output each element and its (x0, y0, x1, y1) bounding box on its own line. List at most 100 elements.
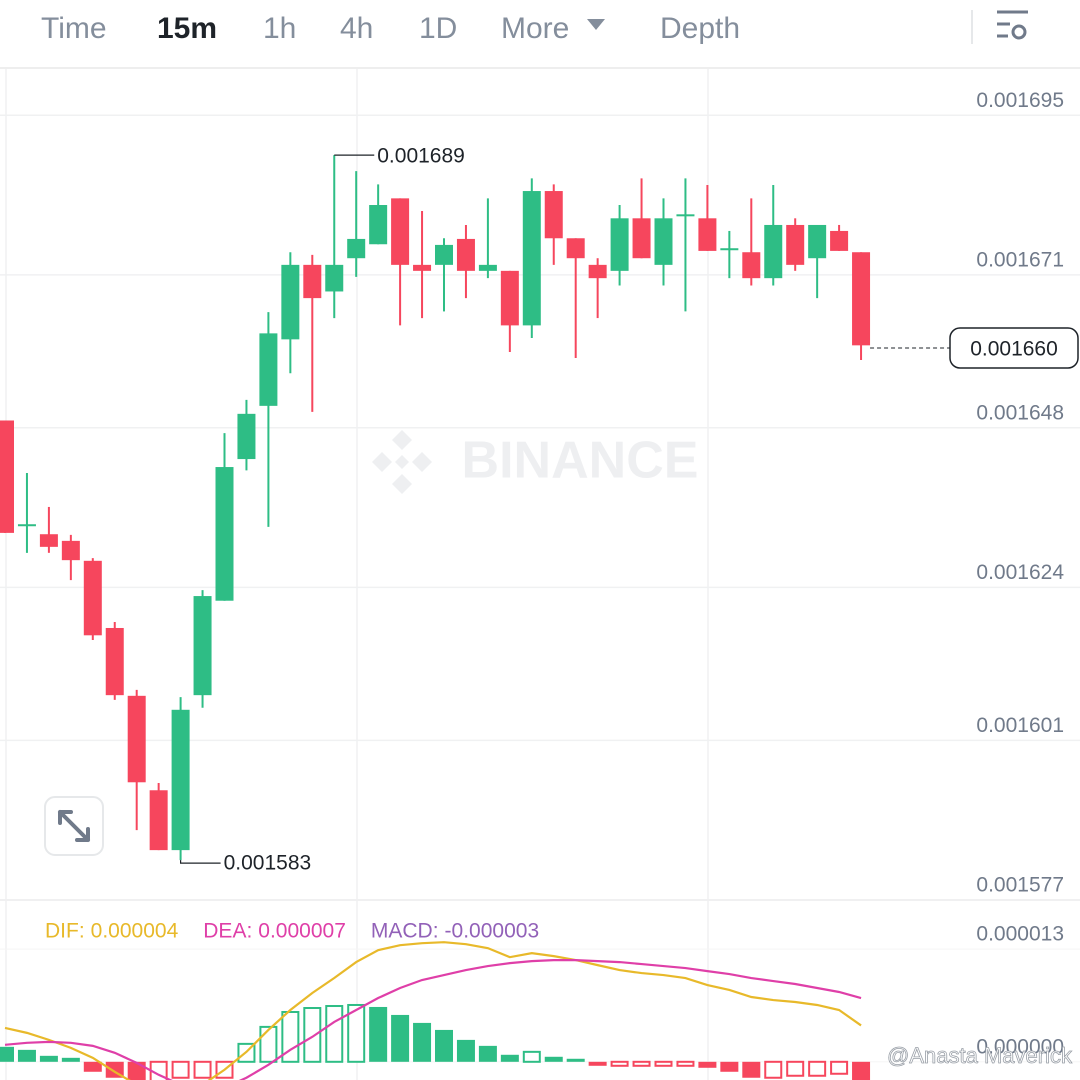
macd-bar (39, 1055, 58, 1062)
candle-body (852, 252, 871, 346)
y-tick-label: 0.001624 (976, 561, 1064, 584)
candle-body (435, 244, 453, 265)
macd-bar (435, 1029, 453, 1062)
macd-bar (61, 1057, 80, 1062)
macd-bar (17, 1049, 36, 1062)
y-tick-label: 0.001671 (976, 248, 1064, 271)
candle-body (413, 264, 432, 271)
legend-value: 0.000007 (258, 920, 346, 943)
y-tick-label: 0.000013 (976, 923, 1064, 946)
candle-body (566, 238, 585, 259)
legend-name: MACD: (371, 920, 439, 943)
high-label: 0.001689 (377, 145, 465, 168)
macd-bar (500, 1054, 519, 1062)
tab[interactable]: 1D (419, 12, 457, 45)
macd-bar (632, 1060, 651, 1067)
candle-body (808, 224, 827, 259)
candle-body (39, 534, 58, 547)
candle-body (369, 205, 388, 245)
candle-body (17, 524, 36, 527)
candle-body (259, 333, 278, 406)
candle-body (237, 413, 256, 460)
candle-body (588, 264, 607, 279)
candle-body (676, 214, 695, 217)
legend-value: -0.000003 (445, 920, 540, 943)
macd-bar (456, 1039, 475, 1062)
candle-body (500, 270, 519, 326)
macd-line (4, 958, 862, 1080)
macd-bar (478, 1045, 497, 1062)
more-caret[interactable] (587, 19, 605, 30)
y-tick-label: 0.000000 (976, 1035, 1064, 1058)
macd-bar (391, 1014, 410, 1062)
macd-bar (742, 1061, 761, 1078)
macd-bar (281, 1010, 300, 1063)
macd-bar (764, 1060, 783, 1079)
low-marker (180, 860, 221, 864)
watermark-logo (372, 430, 432, 494)
candle-body (830, 230, 849, 251)
macd-bar (171, 1060, 190, 1079)
y-tick-label: 0.001577 (976, 874, 1064, 897)
tab[interactable]: 1h (263, 12, 296, 45)
macd-bar (413, 1022, 432, 1062)
expand-button[interactable] (44, 796, 104, 856)
y-tick-label: 0.001601 (976, 714, 1064, 737)
macd-bar (830, 1060, 849, 1075)
legend-name: DEA: (203, 920, 252, 943)
credit: @Anasta Maverick (887, 1043, 1073, 1068)
candle-body (127, 695, 146, 783)
macd-bar (852, 1061, 871, 1080)
macd-bar (325, 1005, 344, 1063)
macd-bar (347, 1003, 366, 1063)
candle-body (303, 264, 322, 299)
candle-body (632, 218, 651, 259)
macd-bar (566, 1058, 585, 1062)
tab[interactable]: 15m (157, 12, 217, 45)
macd-bar (0, 1046, 14, 1062)
tab[interactable]: Depth (660, 12, 740, 45)
macd-line (4, 941, 862, 1080)
candle-body (764, 224, 783, 279)
macd-bar (127, 1061, 146, 1080)
macd-bar (786, 1060, 805, 1077)
macd-bar (369, 1006, 388, 1062)
legend-name: DIF: (45, 920, 85, 943)
macd-bar (259, 1025, 278, 1063)
macd-bar (303, 1007, 322, 1063)
candles (0, 155, 871, 861)
macd-bar (698, 1061, 717, 1068)
macd-bar (522, 1050, 541, 1063)
macd-bar (193, 1060, 212, 1079)
candle-body (171, 709, 190, 851)
last-price-label: 0.001660 (970, 338, 1058, 361)
candle-body (193, 596, 212, 696)
macd-bar (676, 1060, 695, 1067)
y-tick-label: 0.001695 (976, 89, 1064, 112)
candle-body (522, 191, 541, 326)
macd-bar (720, 1061, 739, 1072)
candle-body (720, 248, 739, 251)
candle-body (0, 420, 14, 533)
candle-body (742, 252, 761, 279)
tab[interactable]: More (501, 12, 569, 45)
candle-body (281, 264, 300, 340)
candle-body (786, 224, 805, 265)
candle-body (105, 627, 124, 696)
macd-bar (83, 1061, 102, 1072)
candle-body (610, 218, 629, 271)
candle-body (215, 467, 234, 601)
macd-bar (808, 1060, 827, 1077)
candle-body (347, 238, 366, 259)
tab[interactable]: Time (41, 12, 107, 45)
macd-bar (588, 1061, 607, 1066)
tab[interactable]: 4h (340, 12, 373, 45)
candle-body (391, 198, 410, 265)
watermark: BINANCE (462, 432, 699, 490)
candle-body (61, 540, 80, 561)
macd-bar (610, 1060, 629, 1067)
settings-icon[interactable] (997, 10, 1028, 40)
candle-body (456, 238, 475, 271)
candle-body (654, 218, 673, 265)
